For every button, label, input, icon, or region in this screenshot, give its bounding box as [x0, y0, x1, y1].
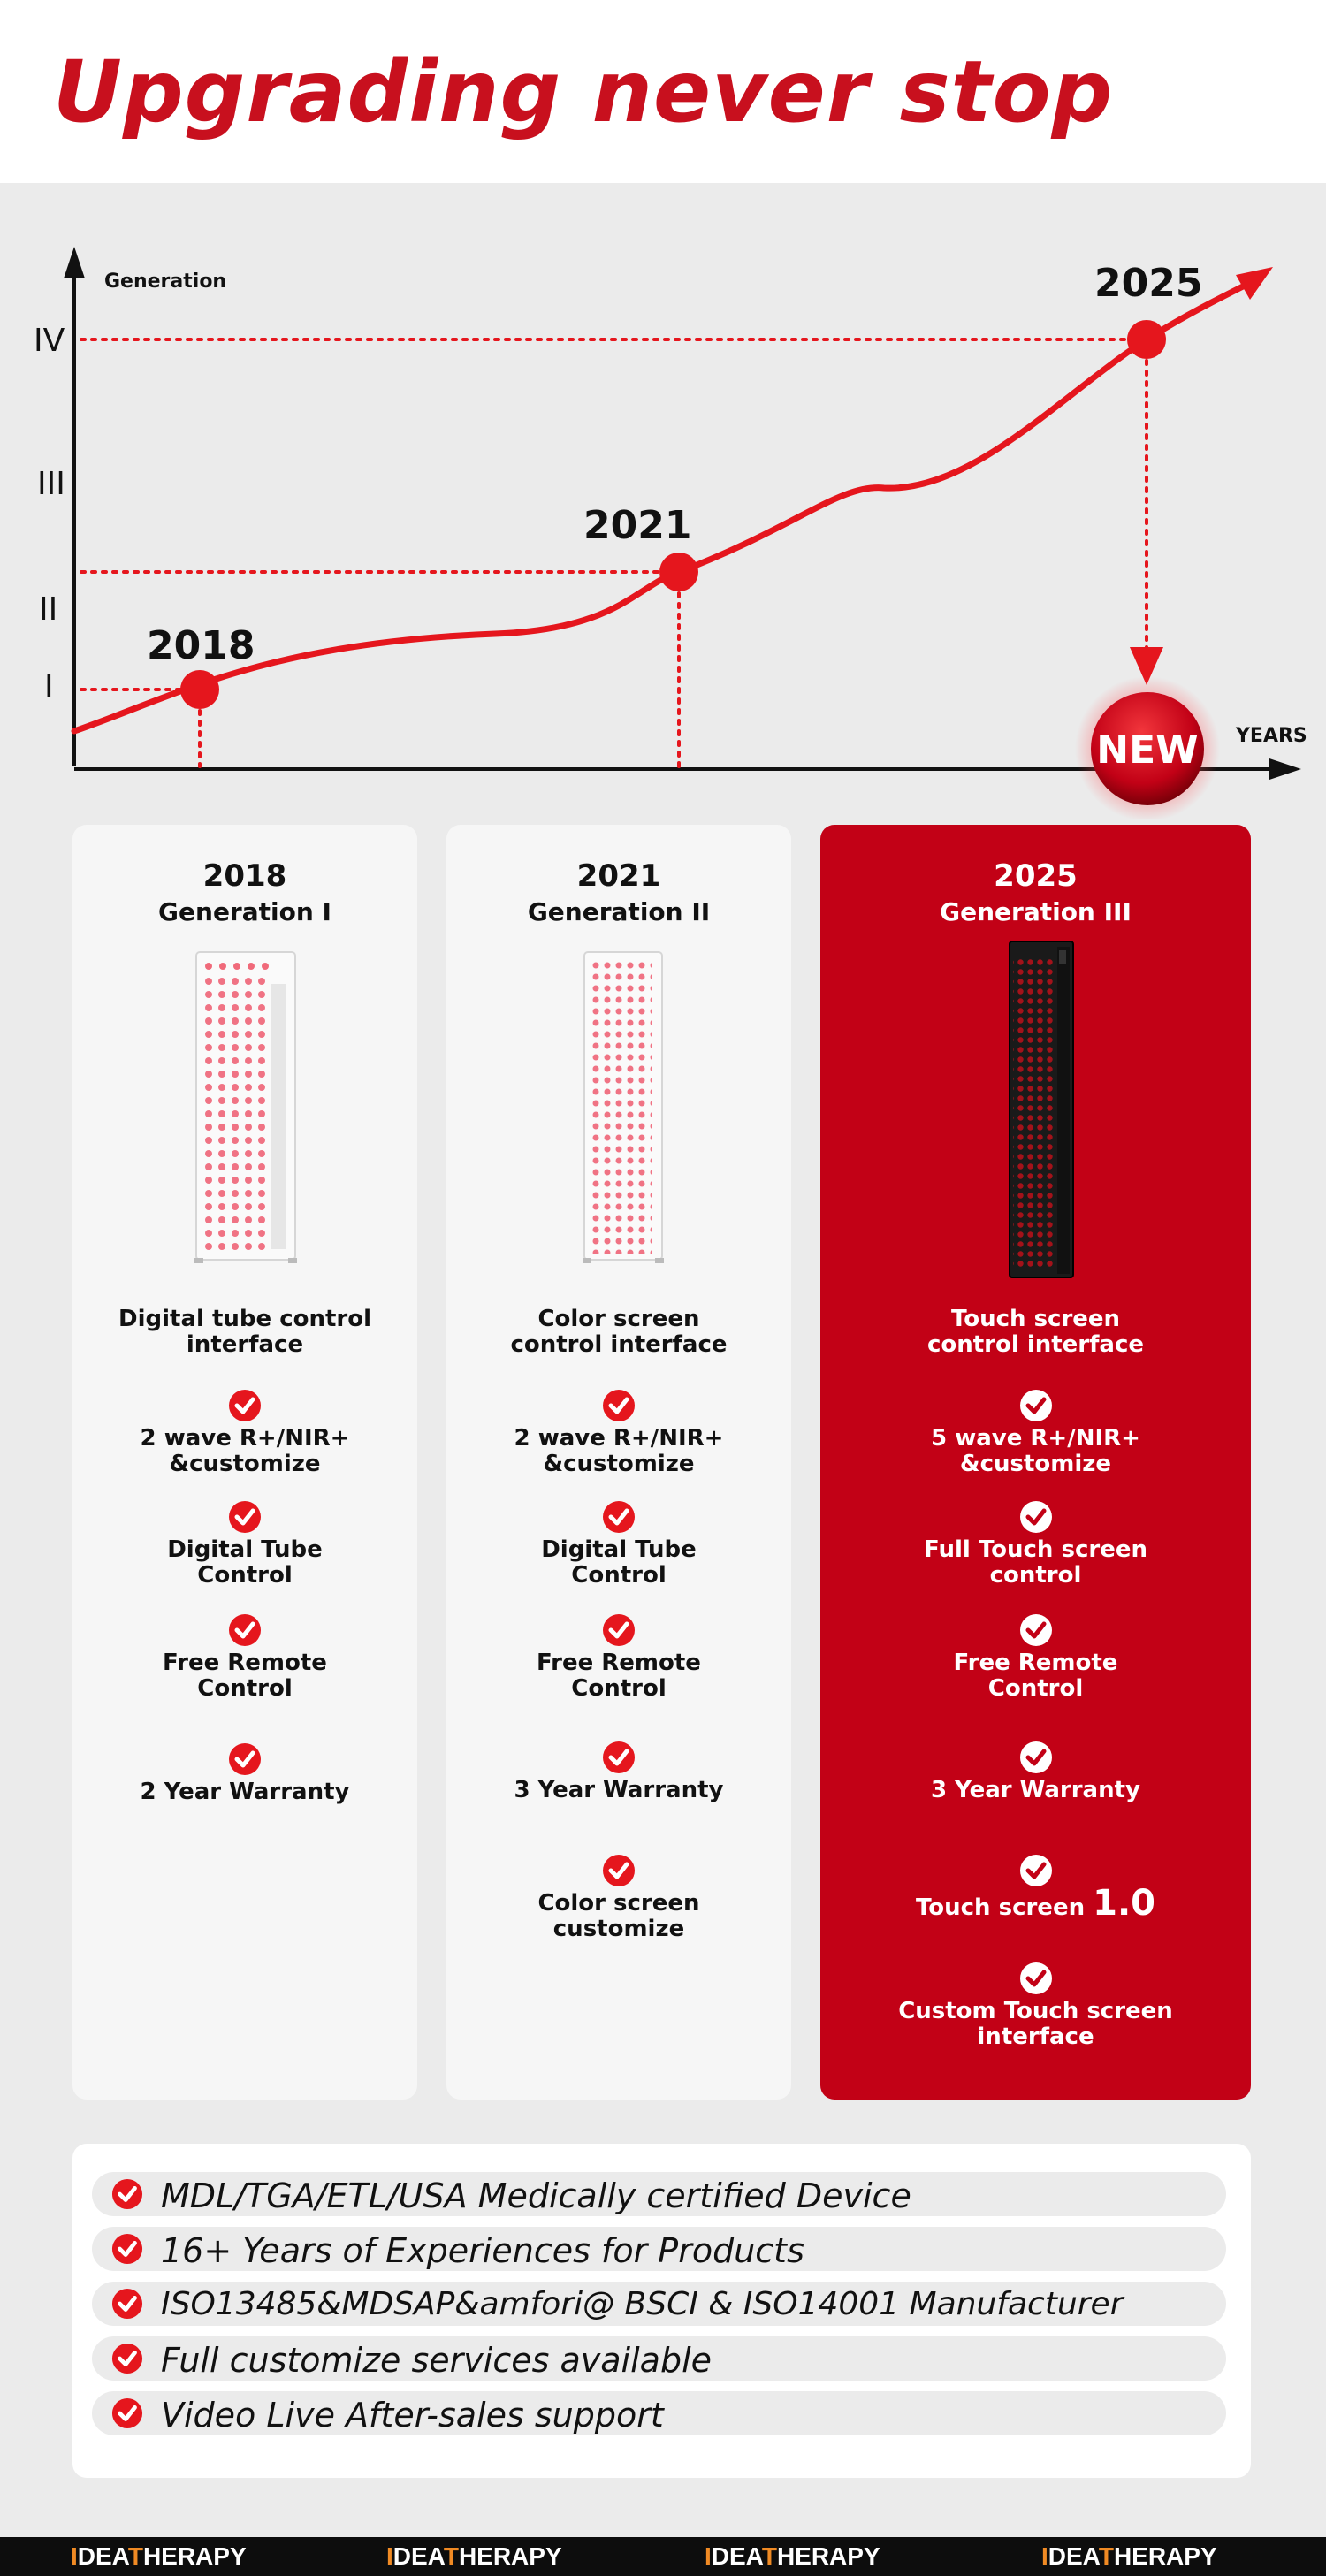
feature-item: 3 Year Warranty	[820, 1741, 1251, 1803]
feature-item: Free Remote Control	[446, 1613, 791, 1702]
growth-curve	[71, 281, 1250, 735]
y-tick-label: III	[37, 466, 65, 502]
device-black-panel-image	[1009, 941, 1074, 1278]
feature-item: 5 wave R+/NIR+ &customize	[820, 1389, 1251, 1477]
check-circle-icon	[1019, 1614, 1052, 1646]
feature-item: Touch screen 1.0	[820, 1854, 1251, 1921]
brand-footer: IDEATHERAPY IDEATHERAPY IDEATHERAPY IDEA…	[0, 2537, 1326, 2576]
generation-card-2021: 2021 Generation II Color screen control …	[446, 825, 791, 2100]
card-year: 2018	[202, 858, 287, 894]
card-year: 2021	[576, 858, 661, 894]
feature-item: 3 Year Warranty	[446, 1741, 791, 1803]
y-tick-label: II	[39, 591, 57, 628]
feature-item: Custom Touch screen interface	[820, 1962, 1251, 2050]
check-circle-icon	[229, 1390, 261, 1421]
y-tick-label: IV	[34, 323, 65, 359]
card-control-interface: Color screen control interface	[510, 1306, 728, 1358]
card-control-interface: Digital tube control interface	[118, 1306, 371, 1358]
y-axis-label: Generation	[104, 271, 226, 293]
check-circle-icon	[603, 1741, 635, 1773]
certification-item: Video Live After-sales support	[92, 2391, 1226, 2435]
data-label-2025: 2025	[1094, 261, 1202, 306]
certification-item: 16+ Years of Experiences for Products	[92, 2227, 1226, 2271]
check-circle-icon	[111, 2288, 143, 2320]
data-label-2018: 2018	[147, 623, 255, 668]
data-point-2021	[659, 553, 698, 591]
check-circle-icon	[1019, 1501, 1052, 1533]
check-circle-icon	[111, 2178, 143, 2210]
check-circle-icon	[603, 1614, 635, 1646]
new-badge	[1091, 692, 1204, 805]
generation-timeline-chart: Generation YEARS IV III II I 2018 2021 2…	[0, 183, 1326, 819]
device-white-panel-image	[583, 951, 664, 1263]
certification-item: MDL/TGA/ETL/USA Medically certified Devi…	[92, 2172, 1226, 2216]
y-axis-arrow	[64, 247, 85, 278]
check-circle-icon	[229, 1501, 261, 1533]
feature-item: Free Remote Control	[72, 1613, 417, 1702]
data-point-2018	[180, 670, 219, 709]
card-generation: Generation III	[940, 897, 1132, 926]
check-circle-icon	[603, 1501, 635, 1533]
certification-item: ISO13485&MDSAP&amfori@ BSCI & ISO14001 M…	[92, 2282, 1226, 2326]
feature-item: 2 Year Warranty	[72, 1742, 417, 1805]
feature-item: Free Remote Control	[820, 1613, 1251, 1702]
x-axis-label: YEARS	[1235, 725, 1307, 747]
card-generation: Generation II	[527, 897, 711, 926]
brand-logo: IDEATHERAPY	[705, 2542, 880, 2570]
touch-version: 1.0	[1093, 1883, 1156, 1924]
feature-item: Digital Tube Control	[446, 1500, 791, 1589]
brand-logo: IDEATHERAPY	[386, 2542, 562, 2570]
generation-card-2018: 2018 Generation I Digital tube control i…	[72, 825, 417, 2100]
check-circle-icon	[111, 2343, 143, 2374]
check-circle-icon	[1019, 1962, 1052, 1994]
check-circle-icon	[111, 2397, 143, 2429]
device-white-panel-image	[194, 951, 297, 1263]
card-year: 2025	[994, 858, 1078, 894]
feature-item: Full Touch screen control	[820, 1500, 1251, 1589]
brand-logo: IDEATHERAPY	[1041, 2542, 1217, 2570]
y-tick-label: I	[44, 669, 54, 705]
page-header: Upgrading never stop	[0, 0, 1326, 183]
data-label-2021: 2021	[583, 503, 691, 548]
certification-item: Full customize services available	[92, 2336, 1226, 2381]
check-circle-icon	[229, 1743, 261, 1775]
x-axis-arrow	[1269, 758, 1301, 780]
page-title: Upgrading never stop	[53, 42, 1114, 141]
check-circle-icon	[111, 2233, 143, 2265]
certifications-panel: MDL/TGA/ETL/USA Medically certified Devi…	[72, 2144, 1251, 2478]
check-circle-icon	[1019, 1855, 1052, 1886]
card-generation: Generation I	[158, 897, 332, 926]
data-point-2025	[1127, 320, 1166, 359]
brand-logo: IDEATHERAPY	[71, 2542, 247, 2570]
feature-item: Color screen customize	[446, 1854, 791, 1942]
feature-item: 2 wave R+/NIR+ &customize	[446, 1389, 791, 1477]
feature-item: Digital Tube Control	[72, 1500, 417, 1589]
check-circle-icon	[1019, 1741, 1052, 1773]
card-control-interface: Touch screen control interface	[926, 1306, 1145, 1358]
down-arrow	[1130, 647, 1163, 685]
new-badge-label: NEW	[1096, 728, 1198, 773]
feature-item: 2 wave R+/NIR+ &customize	[72, 1389, 417, 1477]
check-circle-icon	[1019, 1390, 1052, 1421]
check-circle-icon	[229, 1614, 261, 1646]
check-circle-icon	[603, 1855, 635, 1886]
curve-arrow	[1236, 267, 1273, 300]
check-circle-icon	[603, 1390, 635, 1421]
generation-card-2025: 2025 Generation III Touch screen control…	[820, 825, 1251, 2100]
